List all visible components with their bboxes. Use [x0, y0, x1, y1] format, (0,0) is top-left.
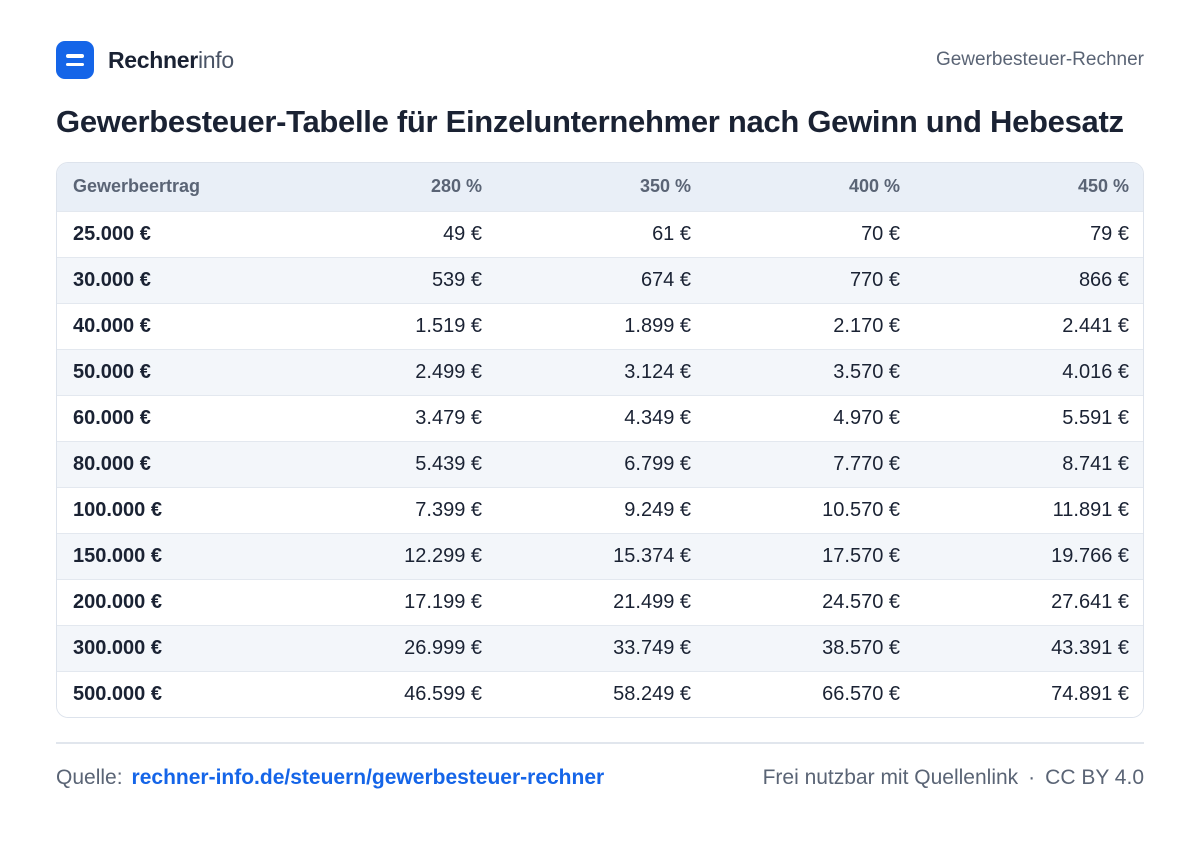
- brand-name-light: info: [197, 46, 234, 73]
- table-cell: 24.570 €: [822, 590, 900, 613]
- table-header-row: Gewerbeertrag 280 % 350 % 400 % 450 %: [57, 163, 1143, 211]
- top-bar: Rechnerinfo Gewerbesteuer-Rechner: [56, 40, 1144, 80]
- table-cell: 2.441 €: [1062, 314, 1129, 337]
- table-cell: 26.999 €: [404, 636, 482, 659]
- row-header-cell: 40.000 €: [73, 314, 151, 337]
- column-header: Gewerbeertrag: [73, 176, 201, 197]
- table-cell: 8.741 €: [1062, 452, 1129, 475]
- column-header: 350 %: [639, 176, 691, 197]
- brand-name: Rechnerinfo: [108, 47, 234, 74]
- footer-divider: [56, 742, 1144, 744]
- table-cell: 1.899 €: [624, 314, 691, 337]
- table-cell: 74.891 €: [1051, 682, 1129, 705]
- table-row: 150.000 € 12.299 € 15.374 € 17.570 € 19.766 …: [57, 533, 1143, 579]
- table-cell: 674 €: [640, 268, 691, 291]
- table-cell: 4.970 €: [833, 406, 900, 429]
- source-link[interactable]: rechner-info.de/steuern/gewerbesteuer-re…: [131, 766, 605, 789]
- table-cell: 79 €: [1090, 222, 1129, 245]
- table-row: 500.000 € 46.599 € 58.249 € 66.570 € 74.891 …: [57, 671, 1143, 717]
- row-header-cell: 200.000 €: [73, 590, 162, 613]
- row-header-cell: 25.000 €: [73, 222, 151, 245]
- table-cell: 38.570 €: [822, 636, 900, 659]
- table-cell: 15.374 €: [613, 544, 691, 567]
- table-cell: 5.591 €: [1062, 406, 1129, 429]
- logo-icon: [56, 41, 94, 79]
- table-cell: 3.570 €: [833, 360, 900, 383]
- table-cell: 7.399 €: [415, 498, 482, 521]
- table-cell: 3.479 €: [415, 406, 482, 429]
- row-header-cell: 60.000 €: [73, 406, 151, 429]
- row-header-cell: 500.000 €: [73, 682, 162, 705]
- calculator-label: Gewerbesteuer-Rechner: [935, 49, 1144, 70]
- column-header: 400 %: [848, 176, 900, 197]
- table-cell: 17.199 €: [404, 590, 482, 613]
- table-cell: 10.570 €: [822, 498, 900, 521]
- row-header-cell: 50.000 €: [73, 360, 151, 383]
- table-cell: 49 €: [443, 222, 482, 245]
- table-cell: 21.499 €: [613, 590, 691, 613]
- table-cell: 2.170 €: [833, 314, 900, 337]
- table-cell: 7.770 €: [833, 452, 900, 475]
- tax-table: Gewerbeertrag 280 % 350 % 400 % 450 % 25…: [57, 163, 1143, 717]
- table-row: 40.000 € 1.519 € 1.899 € 2.170 € 2.441 €: [57, 303, 1143, 349]
- footer: Quelle: rechner-info.de/steuern/gewerbes…: [56, 766, 1144, 790]
- table-cell: 539 €: [431, 268, 482, 291]
- table-cell: 58.249 €: [613, 682, 691, 705]
- brand-name-bold: Rechner: [108, 46, 198, 73]
- column-header: 450 %: [1077, 176, 1129, 197]
- row-header-cell: 100.000 €: [73, 498, 162, 521]
- column-header: 280 %: [430, 176, 482, 197]
- license-usage: Frei nutzbar mit Quellenlink: [762, 766, 1019, 789]
- table-row: 200.000 € 17.199 € 21.499 € 24.570 € 27.641 …: [57, 579, 1143, 625]
- table-cell: 70 €: [861, 222, 900, 245]
- tax-table-container: Gewerbeertrag 280 % 350 % 400 % 450 % 25…: [56, 162, 1144, 718]
- table-cell: 11.891 €: [1052, 498, 1129, 521]
- table-cell: 61 €: [652, 222, 691, 245]
- table-cell: 866 €: [1078, 268, 1129, 291]
- row-header-cell: 30.000 €: [73, 268, 151, 291]
- table-row: 60.000 € 3.479 € 4.349 € 4.970 € 5.591 €: [57, 395, 1143, 441]
- table-cell: 12.299 €: [404, 544, 482, 567]
- table-cell: 17.570 €: [822, 544, 900, 567]
- license-info: Frei nutzbar mit Quellenlink · CC BY 4.0: [763, 766, 1144, 790]
- table-cell: 43.391 €: [1051, 636, 1129, 659]
- table-body: 25.000 € 49 € 61 € 70 € 79 € 30.000 € 539 € 674…: [57, 211, 1143, 717]
- row-header-cell: 300.000 €: [73, 636, 162, 659]
- table-cell: 9.249 €: [624, 498, 691, 521]
- source-label: Quelle:: [56, 766, 123, 789]
- table-cell: 770 €: [849, 268, 900, 291]
- page-title: Gewerbesteuer-Tabelle für Einzelunterneh…: [56, 104, 1124, 139]
- table-row: 80.000 € 5.439 € 6.799 € 7.770 € 8.741 €: [57, 441, 1143, 487]
- table-cell: 46.599 €: [404, 682, 482, 705]
- license-name: CC BY 4.0: [1045, 766, 1144, 789]
- table-cell: 33.749 €: [613, 636, 691, 659]
- row-header-cell: 80.000 €: [73, 452, 151, 475]
- table-cell: 5.439 €: [415, 452, 482, 475]
- table-cell: 6.799 €: [624, 452, 691, 475]
- table-cell: 66.570 €: [822, 682, 900, 705]
- row-header-cell: 150.000 €: [73, 544, 162, 567]
- table-row: 50.000 € 2.499 € 3.124 € 3.570 € 4.016 €: [57, 349, 1143, 395]
- table-cell: 27.641 €: [1051, 590, 1129, 613]
- table-row: 300.000 € 26.999 € 33.749 € 38.570 € 43.391 …: [57, 625, 1143, 671]
- table-cell: 4.349 €: [624, 406, 691, 429]
- table-cell: 1.519 €: [415, 314, 482, 337]
- table-cell: 3.124 €: [624, 360, 691, 383]
- table-cell: 2.499 €: [415, 360, 482, 383]
- brand-logo-link[interactable]: Rechnerinfo: [56, 41, 234, 79]
- table-cell: 19.766 €: [1051, 544, 1129, 567]
- table-row: 25.000 € 49 € 61 € 70 € 79 €: [57, 211, 1143, 257]
- source: Quelle: rechner-info.de/steuern/gewerbes…: [56, 766, 604, 790]
- license-separator: ·: [1028, 766, 1036, 789]
- table-cell: 4.016 €: [1062, 360, 1129, 383]
- table-row: 30.000 € 539 € 674 € 770 € 866 €: [57, 257, 1143, 303]
- table-row: 100.000 € 7.399 € 9.249 € 10.570 € 11.891 €: [57, 487, 1143, 533]
